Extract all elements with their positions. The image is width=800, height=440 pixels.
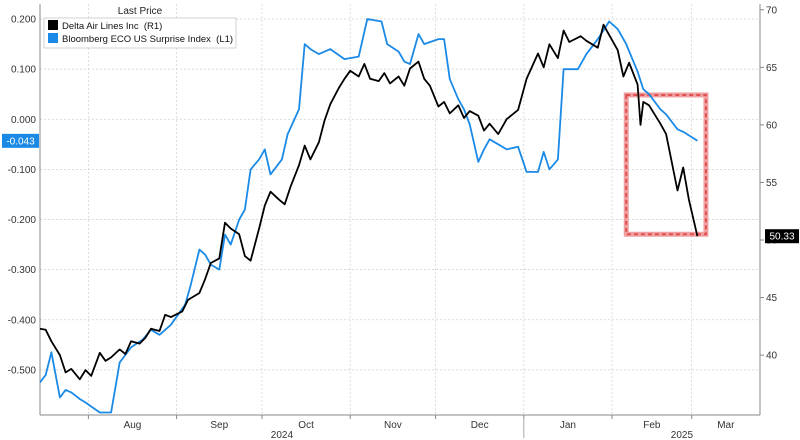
- legend-swatch-surprise: [48, 33, 58, 43]
- legend-swatch-delta: [48, 20, 58, 30]
- x-tick-label: Dec: [471, 420, 489, 431]
- series-line-delta: [39, 23, 699, 381]
- series-lines: [39, 18, 699, 414]
- left-tick-label: 0.200: [11, 15, 36, 26]
- x-tick-label: Oct: [298, 420, 314, 431]
- legend-label-delta: Delta Air Lines Inc (R1): [62, 21, 162, 32]
- left-tick-label: 0.000: [11, 115, 36, 126]
- right-tick-label: 60: [766, 120, 778, 131]
- left-last-value-tag: [2, 133, 39, 148]
- grid: [40, 4, 760, 415]
- right-last-value-label: 50.33: [769, 232, 794, 243]
- right-axis: 7065605550454050.33: [760, 5, 799, 362]
- left-tick-label: 0.100: [11, 65, 36, 76]
- legend-label-surprise: Bloomberg ECO US Surprise Index (L1): [62, 34, 233, 45]
- x-tick-label: Sep: [210, 420, 228, 431]
- right-tick-label: 40: [766, 351, 778, 362]
- right-tick-label: 70: [766, 5, 778, 16]
- x-tick-label: Jan: [560, 420, 576, 431]
- x-tick-label: Nov: [384, 420, 402, 431]
- year-label: 2025: [671, 430, 694, 440]
- left-tick-label: -0.300: [8, 265, 37, 276]
- right-tick-label: 65: [766, 63, 778, 74]
- highlight-rect: [625, 93, 707, 236]
- highlight-glow: [623, 92, 709, 237]
- right-tick-label: 45: [766, 293, 778, 304]
- left-tick-label: -0.500: [8, 365, 37, 376]
- x-tick-label: Mar: [717, 420, 735, 431]
- left-tick-label: -0.400: [8, 315, 37, 326]
- left-last-value-label: -0.043: [6, 136, 35, 147]
- right-tick-label: 55: [766, 178, 778, 189]
- left-tick-label: -0.200: [8, 215, 37, 226]
- x-tick-label: Aug: [124, 420, 142, 431]
- legend-box: [43, 17, 237, 49]
- x-axis: Aug Sep Oct Nov Dec Jan Feb Mar 2024 2025: [87, 415, 735, 440]
- left-tick-label: -0.100: [8, 165, 37, 176]
- plot-frame: [39, 4, 761, 416]
- x-tick-label: Feb: [643, 420, 661, 431]
- series-line-surprise-index: [39, 18, 698, 414]
- legend: Last Price Delta Air Lines Inc (R1) Bloo…: [43, 6, 237, 49]
- legend-title: Last Price: [118, 6, 163, 17]
- highlight-box: [623, 92, 709, 237]
- year-label: 2024: [271, 430, 294, 440]
- right-last-value-tag: [765, 229, 799, 244]
- left-axis: 0.200 0.100 0.000 -0.100 -0.200 -0.300 -0.400 -…: [2, 15, 39, 376]
